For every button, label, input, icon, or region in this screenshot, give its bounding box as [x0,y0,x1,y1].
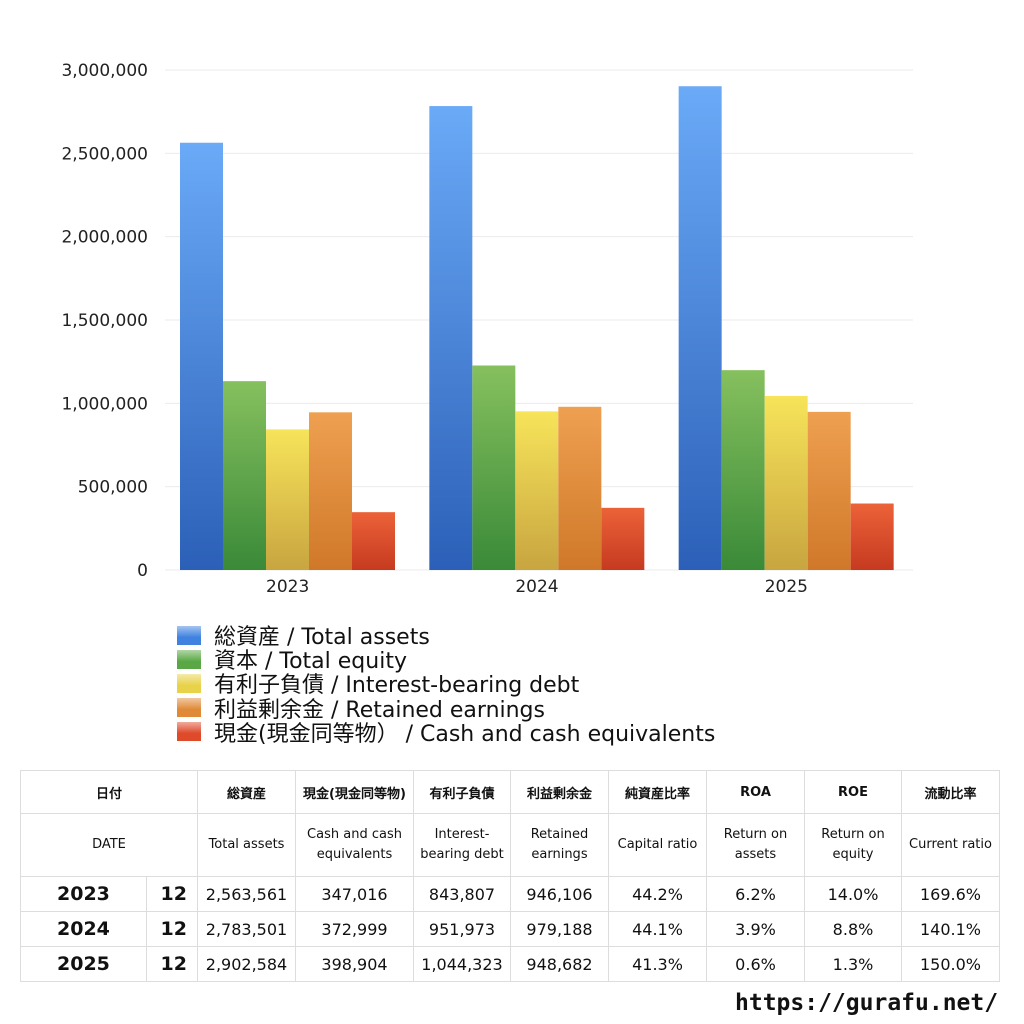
table-cell: 12 [146,911,198,947]
bar [850,503,894,570]
source-url: https://gurafu.net/ [735,990,999,1016]
y-tick-label: 2,000,000 [61,228,148,248]
header-cell: Capital ratio [608,813,707,877]
x-tick-label: 2024 [515,577,558,597]
table-cell: 14.0% [804,876,902,912]
header-cell: Return on assets [706,813,805,877]
table-cell: 169.6% [901,876,1000,912]
bar [352,512,395,570]
table-cell: 8.8% [804,911,902,947]
header-cell: Interest-bearing debt [413,813,511,877]
bar-chart: 0 500,000 1,000,000 1,500,000 2,000,000 2,500… [61,61,913,597]
legend-swatch [177,625,201,645]
header-cell: 流動比率 [901,770,1000,814]
legend-label: 総資産 / Total assets [214,625,430,651]
table-cell: 12 [146,946,198,982]
table-cell: 2,902,584 [197,946,296,982]
table-cell: 2,783,501 [197,911,296,947]
table-cell: 150.0% [901,946,1000,982]
table-cell: 951,973 [413,911,511,947]
table-cell: 0.6% [706,946,805,982]
bar [678,86,722,571]
table-cell: 979,188 [510,911,609,947]
legend-swatch [177,722,201,742]
table-cell: 140.1% [901,911,1000,947]
table-cell: 2024 [20,911,147,947]
table-row: 2024 12 2,783,501 372,999 951,973 979,188 44.1… [20,911,1000,947]
y-tick-label: 1,500,000 [61,311,148,331]
table-cell: 2023 [20,876,147,912]
bar [807,411,851,570]
table-cell: 3.9% [706,911,805,947]
legend-item: 有利子負債 / Interest-bearing debt [177,671,715,698]
x-tick-label: 2023 [266,577,309,597]
header-cell: 利益剰余金 [510,770,609,814]
table-row: 2023 12 2,563,561 347,016 843,807 946,106 44.2… [20,876,1000,912]
y-tick-label: 500,000 [78,478,148,498]
table-cell: 41.3% [608,946,707,982]
header-cell: 日付 [20,770,198,814]
legend-label: 資本 / Total equity [214,649,407,675]
header-row-jp: 日付 総資産 現金(現金同等物) 有利子負債 利益剰余金 純資産比率 ROA ROE 流動比率 [20,770,1000,814]
legend-label: 現金(現金同等物） / Cash and cash equivalents [214,721,716,747]
legend-swatch [177,673,201,693]
table-cell: 6.2% [706,876,805,912]
table-cell: 372,999 [295,911,414,947]
bar [309,412,352,570]
bar [223,381,266,570]
header-row-en: DATE Total assets Cash and cash equivalent… [20,813,1000,877]
header-cell: 総資産 [197,770,296,814]
legend-item: 現金(現金同等物） / Cash and cash equivalents [177,720,715,747]
table-cell: 2,563,561 [197,876,296,912]
legend-label: 有利子負債 / Interest-bearing debt [214,673,580,699]
x-tick-label: 2025 [765,577,808,597]
table-cell: 843,807 [413,876,511,912]
y-tick-label: 3,000,000 [61,61,148,81]
table-cell: 44.1% [608,911,707,947]
bar [721,370,765,570]
table-cell: 948,682 [510,946,609,982]
legend-swatch [177,649,201,669]
header-cell: Return on equity [804,813,902,877]
y-tick-label: 2,500,000 [61,144,148,164]
legend: 総資産 / Total assets 資本 / Total equity 有利子… [177,623,715,747]
bar [601,507,645,570]
bar [764,395,808,570]
header-cell: Current ratio [901,813,1000,877]
header-cell: 純資産比率 [608,770,707,814]
header-cell: Retained earnings [510,813,609,877]
y-tick-label: 0 [137,561,148,581]
table-row: 2025 12 2,902,584 398,904 1,044,323 948,682 41… [20,946,1000,982]
bar [429,106,473,571]
bar [472,365,516,570]
table-cell: 347,016 [295,876,414,912]
data-table: 日付 総資産 現金(現金同等物) 有利子負債 利益剰余金 純資産比率 ROA ROE 流動比率 … [20,770,1000,982]
header-cell: Total assets [197,813,296,877]
bar [558,406,602,570]
legend-label: 利益剰余金 / Retained earnings [214,697,545,723]
header-cell: ROA [706,770,805,814]
table-cell: 398,904 [295,946,414,982]
header-cell: Cash and cash equivalents [295,813,414,877]
y-tick-label: 1,000,000 [61,394,148,414]
bar [180,142,223,570]
legend-swatch [177,698,201,718]
header-cell: DATE [20,813,198,877]
header-cell: 有利子負債 [413,770,511,814]
table-cell: 1,044,323 [413,946,511,982]
table-cell: 12 [146,876,198,912]
legend-item: 利益剰余金 / Retained earnings [177,696,715,723]
table-cell: 946,106 [510,876,609,912]
header-cell: 現金(現金同等物) [295,770,414,814]
table-cell: 44.2% [608,876,707,912]
bar [515,411,559,570]
table-cell: 2025 [20,946,147,982]
header-cell: ROE [804,770,902,814]
legend-item: 資本 / Total equity [177,647,715,674]
bar [266,429,309,570]
table-cell: 1.3% [804,946,902,982]
legend-item: 総資産 / Total assets [177,623,715,650]
